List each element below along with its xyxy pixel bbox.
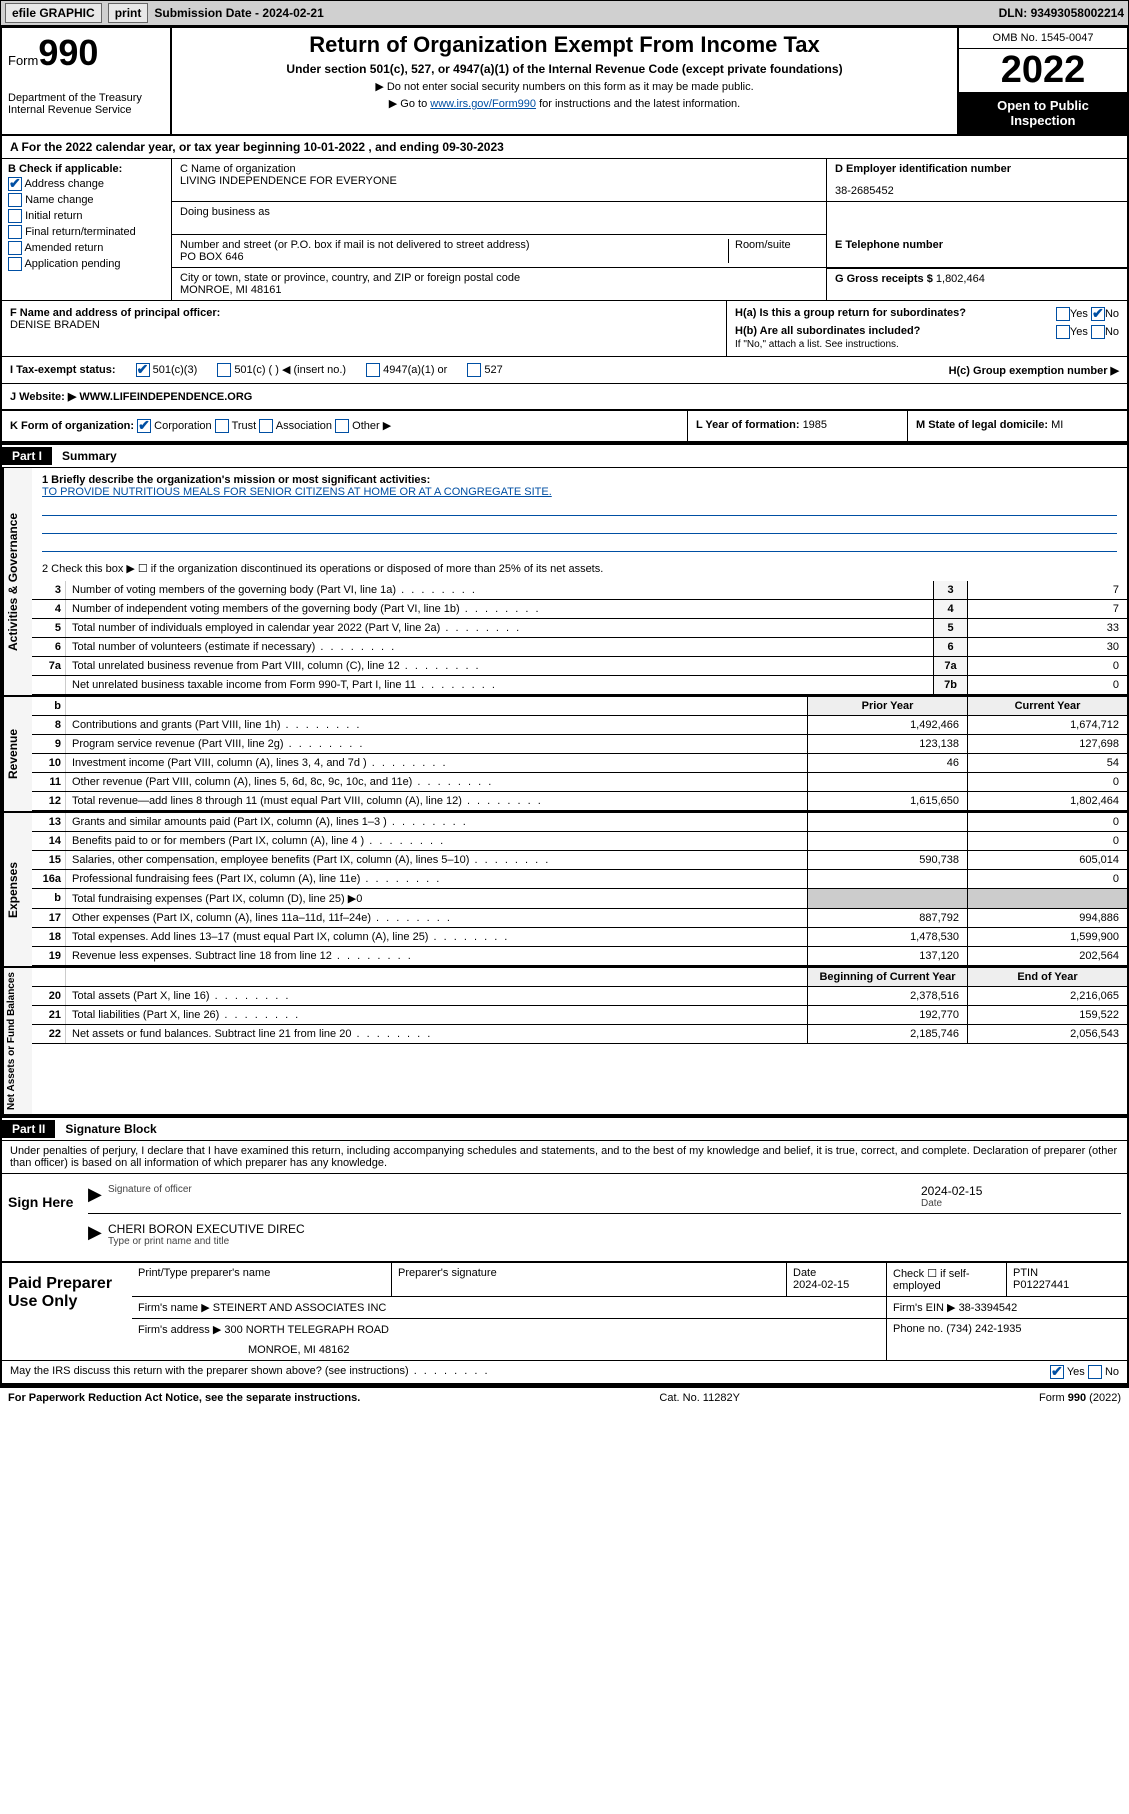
form-number: 990 — [38, 32, 98, 73]
line-a-tax-year: A For the 2022 calendar year, or tax yea… — [2, 136, 1127, 159]
dba-label: Doing business as — [180, 206, 818, 218]
principal-officer: F Name and address of principal officer:… — [2, 301, 727, 356]
gross-receipts-value: 1,802,464 — [936, 273, 985, 285]
header-middle: Return of Organization Exempt From Incom… — [172, 28, 957, 134]
fin-row-12: 12Total revenue—add lines 8 through 11 (… — [32, 792, 1127, 811]
sign-here-label: Sign Here — [2, 1174, 82, 1261]
efile-label: efile GRAPHIC — [5, 3, 102, 23]
form-label: Form — [8, 53, 38, 68]
header-left: Form990 Department of the Treasury Inter… — [2, 28, 172, 134]
form-title: Return of Organization Exempt From Incom… — [180, 32, 949, 58]
dln: DLN: 93493058002214 — [999, 6, 1124, 20]
gov-row-4: 4Number of independent voting members of… — [32, 600, 1127, 619]
mission-section: 1 Briefly describe the organization's mi… — [32, 468, 1127, 581]
irs-link[interactable]: www.irs.gov/Form990 — [430, 98, 536, 110]
fin-row-20: 20Total assets (Part X, line 16) 2,378,5… — [32, 987, 1127, 1006]
opt-other[interactable]: Other ▶ — [335, 420, 391, 432]
print-button[interactable]: print — [108, 3, 149, 23]
fin-row-b: bTotal fundraising expenses (Part IX, co… — [32, 889, 1127, 909]
chk-app-pending[interactable]: Application pending — [8, 257, 165, 271]
paid-preparer-section: Paid Preparer Use Only Print/Type prepar… — [2, 1263, 1127, 1360]
chk-initial-return[interactable]: Initial return — [8, 209, 165, 223]
city-label: City or town, state or province, country… — [180, 272, 818, 284]
telephone-label: E Telephone number — [835, 239, 1119, 251]
note-ssn: ▶ Do not enter social security numbers o… — [180, 80, 949, 93]
gov-row-3: 3Number of voting members of the governi… — [32, 581, 1127, 600]
fin-row-21: 21Total liabilities (Part X, line 26) 19… — [32, 1006, 1127, 1025]
side-label-revenue: Revenue — [2, 697, 32, 811]
fin-row-16a: 16aProfessional fundraising fees (Part I… — [32, 870, 1127, 889]
fin-row-13: 13Grants and similar amounts paid (Part … — [32, 813, 1127, 832]
note-link: ▶ Go to www.irs.gov/Form990 for instruct… — [180, 97, 949, 110]
side-label-expenses: Expenses — [2, 813, 32, 966]
street-label: Number and street (or P.O. box if mail i… — [180, 239, 728, 251]
fin-row-17: 17Other expenses (Part IX, column (A), l… — [32, 909, 1127, 928]
fin-row-15: 15Salaries, other compensation, employee… — [32, 851, 1127, 870]
form-subtitle: Under section 501(c), 527, or 4947(a)(1)… — [180, 62, 949, 76]
fin-row-18: 18Total expenses. Add lines 13–17 (must … — [32, 928, 1127, 947]
part1-header: Part ISummary — [2, 443, 1127, 468]
gov-row-7a: 7aTotal unrelated business revenue from … — [32, 657, 1127, 676]
org-name-label: C Name of organization — [180, 163, 818, 175]
header-right: OMB No. 1545-0047 2022 Open to PublicIns… — [957, 28, 1127, 134]
org-name: LIVING INDEPENDENCE FOR EVERYONE — [180, 175, 818, 187]
chk-final-return[interactable]: Final return/terminated — [8, 225, 165, 239]
penalty-statement: Under penalties of perjury, I declare th… — [2, 1141, 1127, 1174]
fin-row-22: 22Net assets or fund balances. Subtract … — [32, 1025, 1127, 1044]
open-to-public: Open to PublicInspection — [959, 92, 1127, 134]
dept-treasury: Department of the Treasury — [8, 92, 164, 104]
opt-501c[interactable]: 501(c) ( ) ◀ (insert no.) — [217, 363, 346, 377]
fin-row-9: 9Program service revenue (Part VIII, lin… — [32, 735, 1127, 754]
fin-row-19: 19Revenue less expenses. Subtract line 1… — [32, 947, 1127, 966]
opt-501c3[interactable]: 501(c)(3) — [136, 363, 198, 377]
submission-date-label: Submission Date - 2024-02-21 — [154, 6, 323, 20]
dept-irs: Internal Revenue Service — [8, 104, 164, 116]
fin-row-11: 11Other revenue (Part VIII, column (A), … — [32, 773, 1127, 792]
signature-line: ▶ Signature of officer 2024-02-15Date — [88, 1180, 1121, 1214]
group-return-section: H(a) Is this a group return for subordin… — [727, 301, 1127, 356]
column-headers: b Prior Year Current Year — [32, 697, 1127, 716]
part2-header: Part IISignature Block — [2, 1116, 1127, 1141]
side-label-netassets: Net Assets or Fund Balances — [2, 968, 32, 1114]
form-header: Form990 Department of the Treasury Inter… — [2, 28, 1127, 136]
fin-row-10: 10Investment income (Part VIII, column (… — [32, 754, 1127, 773]
form-container: Form990 Department of the Treasury Inter… — [0, 26, 1129, 1387]
side-label-governance: Activities & Governance — [2, 468, 32, 695]
chk-amended[interactable]: Amended return — [8, 241, 165, 255]
name-title-line: ▶ CHERI BORON EXECUTIVE DIRECType or pri… — [88, 1218, 1121, 1251]
year-formation: L Year of formation: 1985 — [687, 411, 907, 441]
city-value: MONROE, MI 48161 — [180, 284, 818, 296]
state-domicile: M State of legal domicile: MI — [907, 411, 1127, 441]
website-row: J Website: ▶ WWW.LIFEINDEPENDENCE.ORG — [2, 384, 1127, 411]
opt-527[interactable]: 527 — [467, 363, 502, 377]
opt-corporation[interactable]: Corporation — [137, 420, 212, 432]
fin-row-8: 8Contributions and grants (Part VIII, li… — [32, 716, 1127, 735]
opt-trust[interactable]: Trust — [215, 420, 257, 432]
opt-4947[interactable]: 4947(a)(1) or — [366, 363, 447, 377]
form-of-organization: K Form of organization: Corporation Trus… — [2, 411, 687, 441]
page-footer: For Paperwork Reduction Act Notice, see … — [0, 1387, 1129, 1408]
top-bar: efile GRAPHIC print Submission Date - 20… — [0, 0, 1129, 26]
chk-address-change[interactable]: Address change — [8, 177, 165, 191]
omb-number: OMB No. 1545-0047 — [959, 28, 1127, 49]
fin-row-14: 14Benefits paid to or for members (Part … — [32, 832, 1127, 851]
gov-row-5: 5Total number of individuals employed in… — [32, 619, 1127, 638]
tax-year: 2022 — [959, 49, 1127, 92]
room-label: Room/suite — [735, 239, 818, 251]
ein-value: 38-2685452 — [835, 185, 1119, 197]
netassets-headers: Beginning of Current Year End of Year — [32, 968, 1127, 987]
column-b-checkboxes: B Check if applicable: Address change Na… — [2, 159, 172, 300]
discuss-row: May the IRS discuss this return with the… — [2, 1360, 1127, 1385]
mission-text: TO PROVIDE NUTRITIOUS MEALS FOR SENIOR C… — [42, 486, 1117, 498]
ein-label: D Employer identification number — [835, 163, 1119, 175]
chk-name-change[interactable]: Name change — [8, 193, 165, 207]
opt-association[interactable]: Association — [259, 420, 332, 432]
street-value: PO BOX 646 — [180, 251, 728, 263]
gov-row-6: 6Total number of volunteers (estimate if… — [32, 638, 1127, 657]
gross-receipts-label: G Gross receipts $ — [835, 273, 936, 285]
tax-exempt-status: I Tax-exempt status: 501(c)(3) 501(c) ( … — [2, 357, 1127, 384]
group-exemption: H(c) Group exemption number ▶ — [949, 364, 1119, 377]
gov-row-7b: Net unrelated business taxable income fr… — [32, 676, 1127, 695]
